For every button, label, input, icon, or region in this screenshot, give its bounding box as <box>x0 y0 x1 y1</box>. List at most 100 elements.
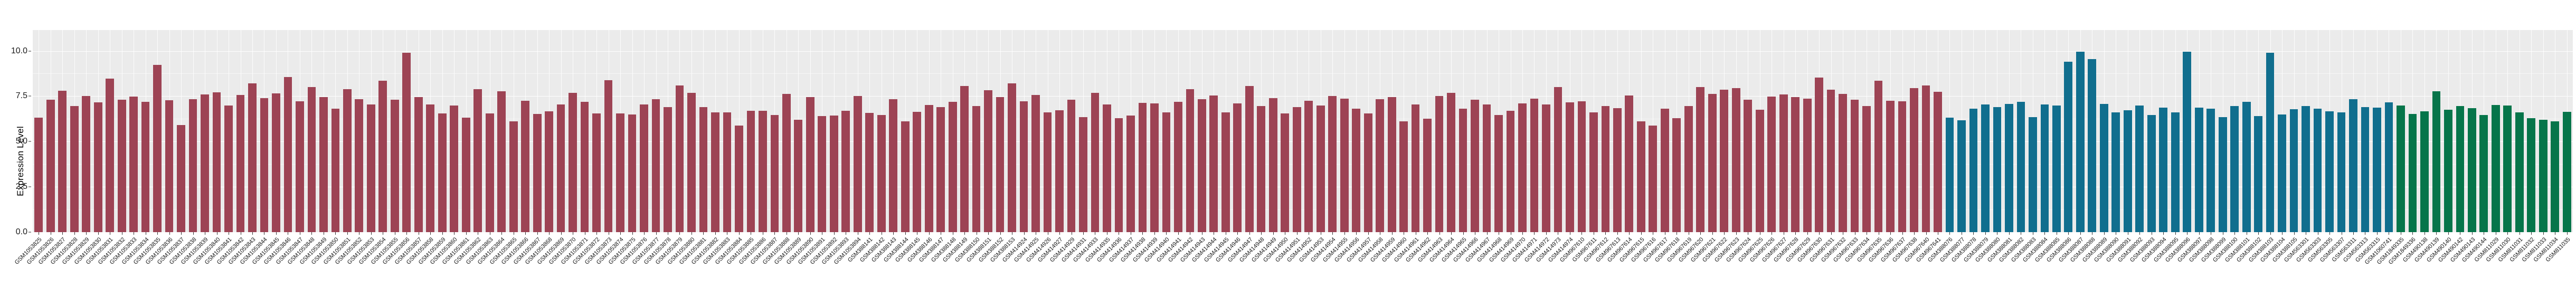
bar[interactable] <box>1934 91 1942 232</box>
bar[interactable] <box>2278 114 2286 232</box>
bar[interactable] <box>2123 110 2132 232</box>
bar[interactable] <box>1079 117 1087 232</box>
bar[interactable] <box>1363 113 1372 232</box>
bar[interactable] <box>1221 112 1230 232</box>
bar[interactable] <box>1471 100 1479 232</box>
bar[interactable] <box>2254 116 2262 232</box>
bar[interactable] <box>1731 88 1740 232</box>
bar[interactable] <box>331 109 340 232</box>
bar[interactable] <box>1720 90 1729 232</box>
bar[interactable] <box>877 115 886 232</box>
bar[interactable] <box>1494 115 1503 232</box>
bar[interactable] <box>521 100 530 232</box>
bar[interactable] <box>723 112 732 232</box>
bar[interactable] <box>1091 92 1100 232</box>
bar[interactable] <box>1945 117 1954 232</box>
bar[interactable] <box>2325 111 2334 232</box>
bar[interactable] <box>2099 103 2108 232</box>
bar[interactable] <box>1209 95 1218 232</box>
bar[interactable] <box>1921 85 1930 232</box>
bar[interactable] <box>2562 111 2571 232</box>
bar[interactable] <box>2420 111 2429 232</box>
bar[interactable] <box>1245 86 1254 232</box>
bar[interactable] <box>355 99 364 232</box>
bar[interactable] <box>283 77 292 232</box>
bar[interactable] <box>1981 104 1990 232</box>
bar[interactable] <box>1554 87 1562 232</box>
bar[interactable] <box>628 114 637 232</box>
bar[interactable] <box>1411 104 1420 232</box>
bar[interactable] <box>1542 104 1550 232</box>
bar[interactable] <box>2503 105 2512 232</box>
bar[interactable] <box>153 65 162 232</box>
bar[interactable] <box>2289 109 2298 232</box>
bar[interactable] <box>865 112 874 232</box>
bar[interactable] <box>319 97 328 232</box>
bar[interactable] <box>1886 100 1895 232</box>
bar[interactable] <box>296 101 304 232</box>
bar[interactable] <box>735 126 743 232</box>
bar[interactable] <box>2076 52 2085 232</box>
bar[interactable] <box>117 100 126 232</box>
bar[interactable] <box>2088 59 2097 232</box>
bar[interactable] <box>2444 110 2452 232</box>
bar[interactable] <box>2029 117 2037 232</box>
bar[interactable] <box>2456 106 2465 232</box>
bar[interactable] <box>2302 106 2310 232</box>
bar[interactable] <box>1779 94 1788 232</box>
bar[interactable] <box>1566 102 1574 232</box>
bar[interactable] <box>806 97 815 232</box>
bar[interactable] <box>1708 94 1717 232</box>
bar[interactable] <box>1482 104 1491 232</box>
bar[interactable] <box>1008 83 1016 232</box>
bar[interactable] <box>1684 106 1693 232</box>
bar[interactable] <box>2432 91 2441 232</box>
bar[interactable] <box>2183 52 2192 232</box>
bar[interactable] <box>1791 97 1800 232</box>
bar[interactable] <box>664 107 672 232</box>
bar[interactable] <box>2491 104 2500 232</box>
bar[interactable] <box>497 91 506 232</box>
bar[interactable] <box>2147 115 2156 232</box>
bar[interactable] <box>485 113 494 232</box>
bar[interactable] <box>1993 107 2002 232</box>
bar[interactable] <box>1530 98 1539 232</box>
bar[interactable] <box>2064 62 2073 232</box>
bar[interactable] <box>533 114 542 232</box>
bar[interactable] <box>2206 109 2215 232</box>
bar[interactable] <box>1957 120 1966 232</box>
bar[interactable] <box>1423 119 1432 232</box>
bar[interactable] <box>1506 110 1515 232</box>
bar[interactable] <box>1114 118 1123 232</box>
bar[interactable] <box>604 80 613 232</box>
bar[interactable] <box>2194 107 2203 232</box>
bar[interactable] <box>1898 101 1907 232</box>
bar[interactable] <box>1233 103 1242 232</box>
bar[interactable] <box>889 99 898 232</box>
bar[interactable] <box>1031 94 1040 232</box>
bar[interactable] <box>1376 99 1385 232</box>
bar[interactable] <box>141 102 150 232</box>
bar[interactable] <box>1186 89 1195 232</box>
bar[interactable] <box>438 113 447 232</box>
bar[interactable] <box>984 90 992 232</box>
bar[interactable] <box>46 100 55 232</box>
bar[interactable] <box>1910 88 1918 232</box>
bar[interactable] <box>1435 96 1444 232</box>
bar[interactable] <box>2373 107 2381 232</box>
bar[interactable] <box>2005 103 2013 232</box>
bar[interactable] <box>2111 112 2120 232</box>
bar[interactable] <box>1055 110 1064 232</box>
bar[interactable] <box>746 110 755 232</box>
bar[interactable] <box>996 97 1005 232</box>
bar[interactable] <box>2016 101 2025 232</box>
bar[interactable] <box>2159 107 2168 232</box>
bar[interactable] <box>936 107 945 232</box>
bar[interactable] <box>1304 100 1313 232</box>
bar[interactable] <box>343 89 352 232</box>
bar[interactable] <box>1744 100 1753 232</box>
bar[interactable] <box>2384 102 2393 232</box>
bar[interactable] <box>414 97 423 232</box>
bar[interactable] <box>1138 103 1147 232</box>
bar[interactable] <box>972 106 981 232</box>
